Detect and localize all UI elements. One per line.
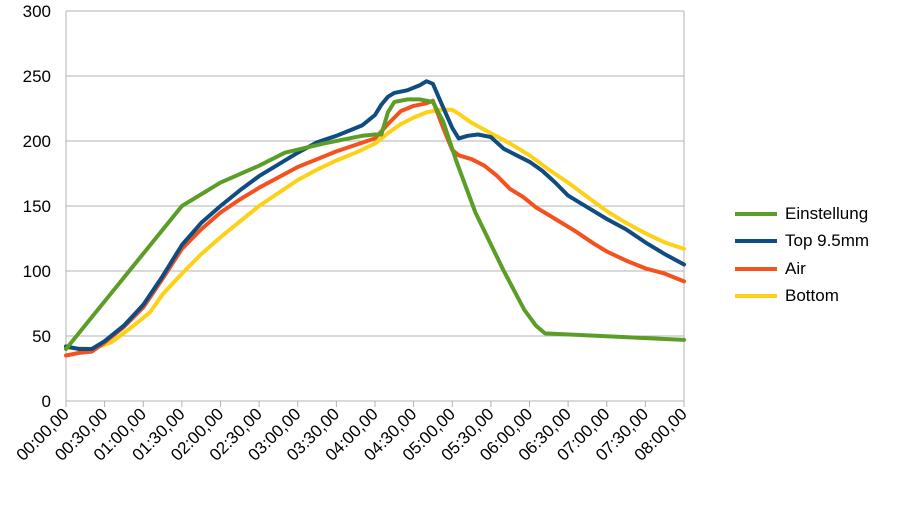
legend: Einstellung Top 9.5mm Air Bottom	[735, 200, 869, 310]
y-tick-label: 300	[23, 2, 51, 21]
legend-swatch	[735, 211, 777, 216]
y-tick-label: 50	[32, 327, 51, 346]
legend-label: Air	[785, 258, 806, 278]
legend-swatch	[735, 239, 777, 244]
legend-item: Top 9.5mm	[735, 228, 869, 256]
legend-swatch	[735, 294, 777, 299]
legend-label: Einstellung	[785, 203, 869, 223]
y-tick-label: 150	[23, 197, 51, 216]
series-line-top-9-5mm	[64, 79, 686, 351]
y-tick-labels: 0 50 100 150 200 250 300	[23, 2, 51, 411]
legend-label: Bottom	[785, 286, 839, 306]
series-lines	[64, 79, 686, 358]
legend-label: Top 9.5mm	[785, 231, 870, 251]
y-tick-label: 100	[23, 262, 51, 281]
legend-item: Air	[735, 255, 869, 283]
series-line-bottom	[64, 107, 686, 351]
legend-swatch	[735, 266, 777, 271]
legend-item: Bottom	[735, 283, 869, 311]
y-tick-label: 250	[23, 67, 51, 86]
axes	[65, 11, 685, 407]
series-line-einstellung	[64, 97, 686, 351]
y-tick-label: 0	[42, 392, 51, 411]
series-line-air	[64, 98, 686, 358]
gridlines	[66, 10, 684, 402]
x-tick-labels: 00:00,0000:30,0001:00,0001:30,0002:00,00…	[13, 404, 691, 464]
y-tick-label: 200	[23, 132, 51, 151]
legend-item: Einstellung	[735, 200, 869, 228]
